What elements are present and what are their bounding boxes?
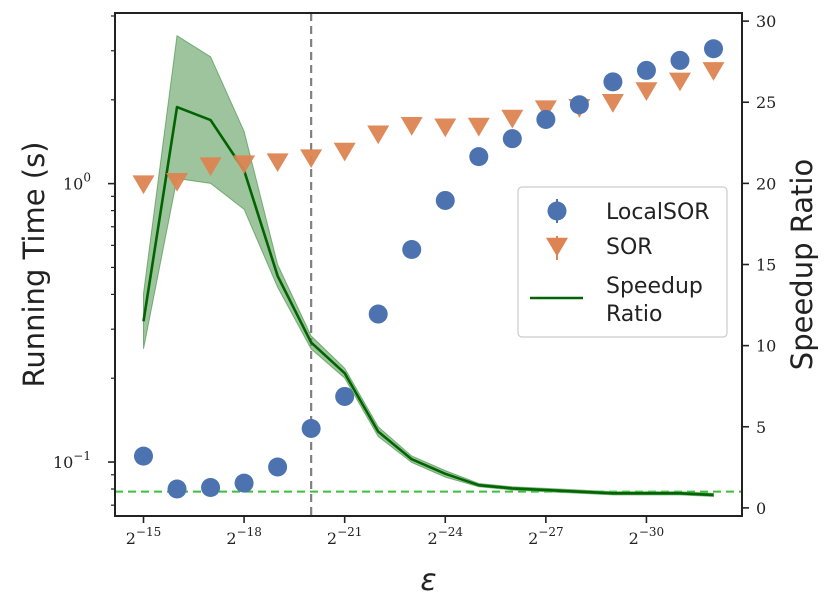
x-tick-label: 2−15 (126, 525, 162, 548)
x-tick-label: 2−30 (629, 525, 665, 548)
localsor-point (603, 72, 623, 92)
y-right-tick-label: 15 (756, 256, 776, 275)
legend-box (517, 186, 728, 338)
localsor-point (569, 95, 589, 115)
x-tick-base: 2 (629, 529, 639, 548)
localsor-point (234, 473, 254, 493)
localsor-point (704, 39, 723, 59)
x-tick-exponent: −15 (136, 525, 161, 539)
speedup-confidence-band (143, 34, 714, 498)
y-left-tick-base: 10 (63, 175, 83, 194)
y-left-tick-exponent: −1 (73, 449, 91, 463)
x-axis-label: ε (420, 563, 436, 598)
localsor-point (435, 190, 455, 210)
legend-sor-label: SOR (606, 235, 653, 260)
sor-point (367, 125, 390, 145)
localsor-point (167, 479, 187, 499)
y-right-tick-label: 10 (756, 337, 776, 356)
localsor-point (636, 60, 656, 80)
x-tick-label: 2−21 (327, 525, 363, 548)
sor-point (266, 153, 289, 173)
y-left-axis-label: Running Time (s) (17, 142, 51, 388)
x-tick-exponent: −18 (237, 525, 262, 539)
x-tick-base: 2 (226, 529, 236, 548)
x-tick-base: 2 (126, 529, 136, 548)
localsor-point (201, 478, 221, 498)
y-right-tick-label: 5 (756, 418, 766, 437)
y-right-tick-label: 0 (756, 499, 766, 518)
localsor-point (402, 239, 422, 259)
y-left-tick-base: 10 (53, 453, 73, 472)
localsor-point (268, 457, 288, 477)
legend: LocalSOR SOR Speedup Ratio (517, 186, 728, 338)
sor-point (400, 117, 423, 136)
y-right-tick-label: 25 (756, 93, 776, 112)
sor-point (467, 117, 490, 137)
sor-point (534, 100, 557, 120)
sor-point (300, 149, 323, 169)
x-tick-exponent: −24 (438, 525, 464, 539)
x-tick-label: 2−27 (528, 525, 564, 548)
legend-localsor-label: LocalSOR (606, 200, 710, 225)
x-tick-label: 2−18 (226, 525, 262, 548)
sor-point (233, 155, 256, 175)
localsor-point (469, 147, 489, 167)
localsor-point (134, 446, 153, 466)
sor-point (166, 172, 189, 192)
legend-localsor-marker (547, 201, 567, 221)
confidence-band-layer (143, 34, 714, 498)
sor-point (333, 142, 356, 162)
sor-point (635, 82, 658, 101)
localsor-point (536, 109, 556, 129)
marker-layer (132, 39, 725, 499)
x-tick-exponent: −21 (337, 525, 362, 539)
legend-speedup-label-line2: Ratio (606, 302, 662, 327)
sor-point (132, 175, 155, 195)
x-tick-exponent: −27 (538, 525, 563, 539)
y-right-tick-label: 30 (756, 12, 776, 31)
y-left-tick-label: 10−1 (53, 449, 91, 472)
x-tick-exponent: −30 (639, 525, 664, 539)
y-right-axis-label: Speedup Ratio (785, 159, 819, 370)
legend-speedup-label-line1: Speedup (606, 274, 703, 299)
y-left-tick-exponent: 0 (83, 171, 91, 185)
x-tick-label: 2−24 (428, 525, 464, 548)
x-tick-base: 2 (528, 529, 538, 548)
y-right-tick-label: 20 (756, 174, 776, 193)
sor-point (668, 72, 691, 92)
sor-point (702, 62, 725, 81)
sor-point (501, 109, 524, 129)
localsor-point (502, 129, 522, 149)
localsor-point (368, 304, 388, 324)
legend-sor-marker (546, 237, 568, 257)
sor-point (601, 93, 624, 113)
localsor-point (335, 386, 355, 406)
localsor-point (301, 418, 321, 438)
axes-layer: 2−15 2−18 2−21 2−24 2−27 2−3010−1100051015202… (17, 12, 819, 598)
x-tick-base: 2 (327, 529, 337, 548)
sor-point (434, 118, 457, 138)
y-left-tick-label: 100 (63, 171, 91, 194)
sor-point (199, 157, 222, 177)
localsor-point (670, 50, 690, 70)
x-tick-base: 2 (428, 529, 438, 548)
